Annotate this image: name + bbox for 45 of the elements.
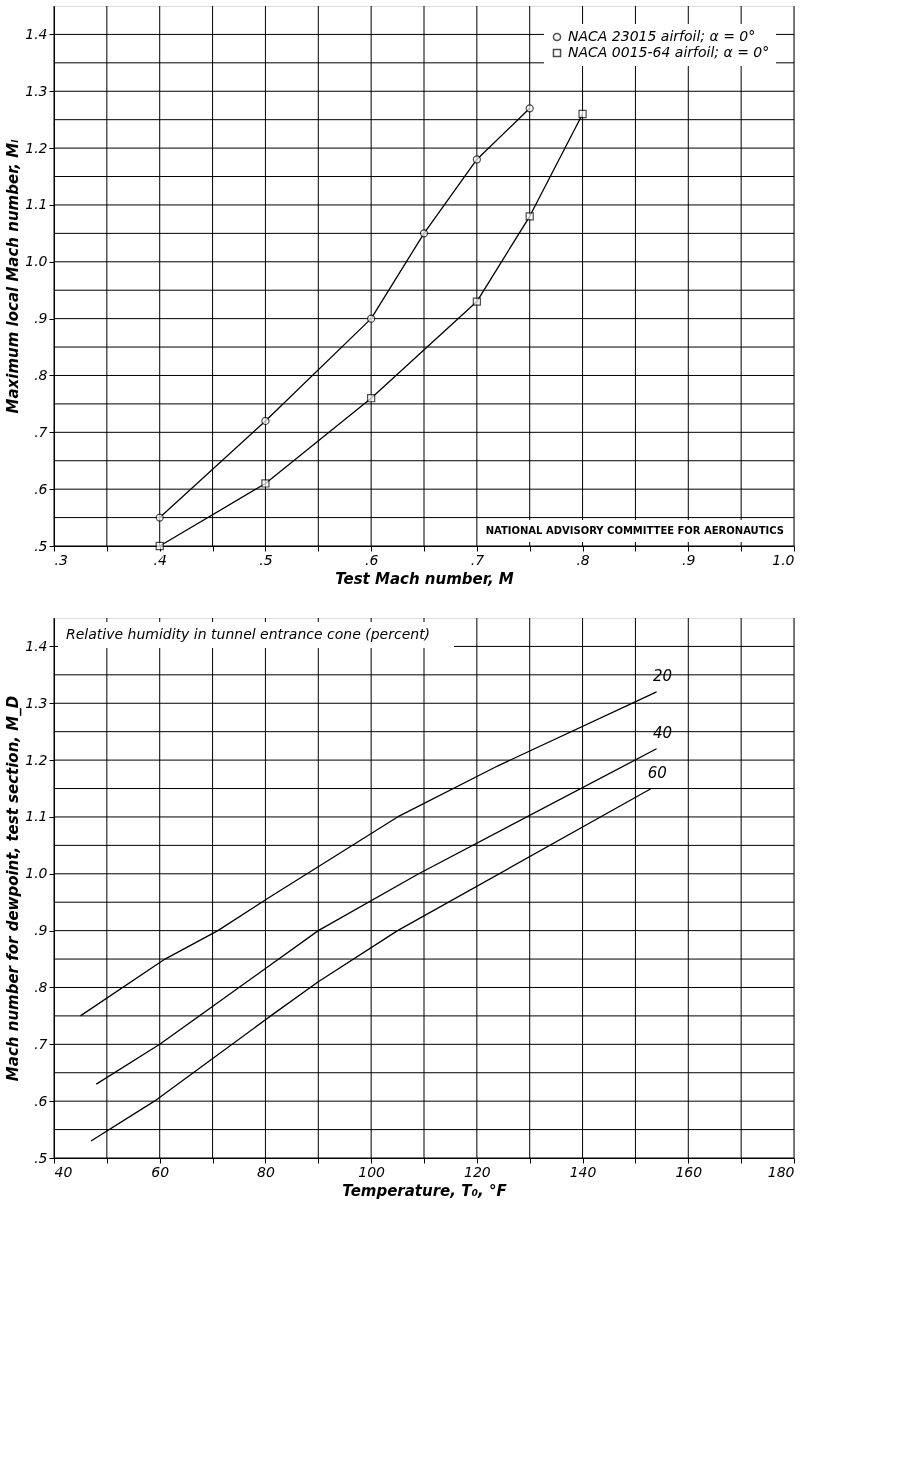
x-tick-label: 40 <box>54 1163 73 1180</box>
x-tick-label: 100 <box>358 1163 386 1180</box>
x-axis-title: Temperature, T₀, °F <box>342 1181 508 1200</box>
x-tick-label: .7 <box>470 551 485 568</box>
y-tick-label: 1.0 <box>25 865 48 882</box>
x-axis-title: Test Mach number, M <box>335 569 514 588</box>
x-tick-label: .9 <box>682 551 696 568</box>
legend-label: NACA 23015 airfoil; α = 0° <box>568 28 756 44</box>
y-tick-label: 1.1 <box>25 196 48 213</box>
x-tick-label: 140 <box>569 1163 597 1180</box>
y-axis-title: Maximum local Mach number, Mₗ <box>4 138 23 414</box>
y-tick-label: .7 <box>34 423 48 440</box>
x-tick-label: 160 <box>675 1163 703 1180</box>
y-tick-label: 1.1 <box>25 808 48 825</box>
x-tick-label: 60 <box>151 1163 170 1180</box>
y-tick-label: 1.2 <box>25 751 48 768</box>
y-tick-label: 1.2 <box>25 139 48 156</box>
y-tick-label: .5 <box>34 1149 48 1166</box>
x-tick-label: 180 <box>767 1163 795 1180</box>
y-tick-label: .8 <box>34 366 48 383</box>
x-tick-label: 80 <box>257 1163 275 1180</box>
annotation: NATIONAL ADVISORY COMMITTEE FOR AERONAUTICS <box>485 525 784 536</box>
series-label: 60 <box>647 763 667 782</box>
y-tick-label: 1.4 <box>25 25 48 42</box>
y-tick-label: 1.4 <box>25 637 48 654</box>
legend-title: Relative humidity in tunnel entrance cone (percent) <box>66 626 431 642</box>
x-tick-label: 120 <box>463 1163 491 1180</box>
y-tick-label: .8 <box>34 978 48 995</box>
y-tick-label: 1.0 <box>25 253 48 270</box>
legend-label: NACA 0015-64 airfoil; α = 0° <box>568 44 770 60</box>
x-tick-label: .4 <box>153 551 167 568</box>
y-tick-label: .6 <box>34 1092 48 1109</box>
y-tick-label: .9 <box>34 922 48 939</box>
x-tick-label: 1.0 <box>772 551 795 568</box>
x-tick-label: .5 <box>259 551 273 568</box>
x-tick-label: .6 <box>364 551 379 568</box>
y-tick-label: .7 <box>34 1035 48 1052</box>
y-tick-label: .5 <box>34 537 48 554</box>
y-tick-label: .6 <box>34 480 48 497</box>
y-tick-label: 1.3 <box>25 694 48 711</box>
y-tick-label: .9 <box>34 310 48 327</box>
x-tick-label: .8 <box>576 551 590 568</box>
y-tick-label: 1.3 <box>25 82 48 99</box>
y-axis-title: Mach number for dewpoint, test section, M_D <box>4 695 23 1082</box>
x-tick-label: .3 <box>54 551 68 568</box>
